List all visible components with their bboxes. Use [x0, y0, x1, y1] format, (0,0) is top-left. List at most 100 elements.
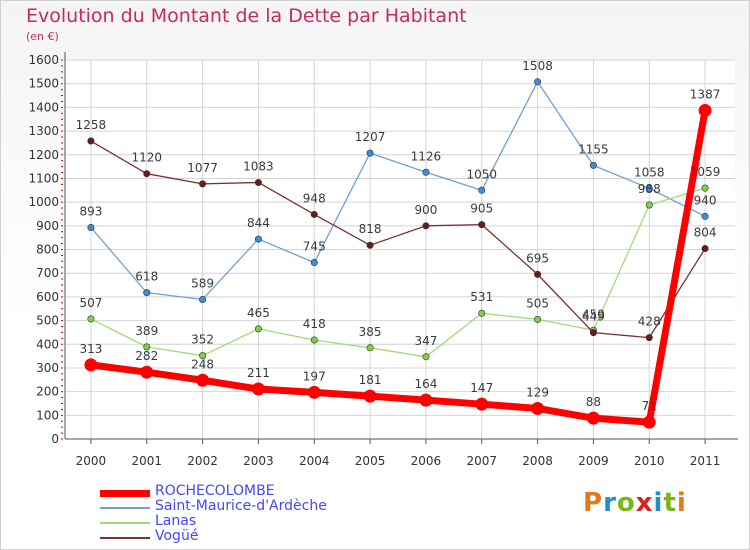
series-point-1 — [589, 161, 597, 169]
y-tick-label: 1200 — [28, 148, 59, 162]
series-point-3 — [534, 270, 542, 278]
data-label-0: 282 — [135, 349, 158, 363]
series-layer — [84, 78, 712, 429]
series-point-3 — [422, 222, 430, 230]
series-point-2 — [534, 315, 542, 323]
legend-label-0: ROCHECOLOMBE — [155, 483, 275, 499]
data-label-1: 1126 — [411, 149, 442, 163]
series-point-2 — [87, 315, 95, 323]
series-point-3 — [645, 334, 653, 342]
x-tick-label: 2009 — [578, 454, 609, 468]
x-tick-label: 2005 — [355, 454, 386, 468]
series-point-0 — [475, 397, 489, 411]
data-label-0: 129 — [526, 385, 549, 399]
y-tick-label: 0 — [51, 432, 59, 446]
y-tick-label: 400 — [36, 337, 59, 351]
x-tick-label: 2004 — [299, 454, 330, 468]
y-tick-label: 1400 — [28, 100, 59, 114]
series-point-2 — [478, 309, 486, 317]
series-point-2 — [422, 353, 430, 361]
data-label-1: 893 — [79, 204, 102, 218]
x-tick-label: 2010 — [634, 454, 665, 468]
data-label-1: 618 — [135, 270, 158, 284]
data-label-1: 1207 — [355, 130, 386, 144]
data-label-3: 804 — [694, 226, 717, 240]
data-label-3: 905 — [470, 202, 493, 216]
data-label-1: 1508 — [522, 59, 553, 73]
legend-swatch-0 — [100, 490, 150, 497]
proxiti-logo: Proxiti — [583, 488, 687, 518]
series-line-0 — [87, 106, 709, 426]
data-label-3: 695 — [526, 251, 549, 265]
series-point-0 — [698, 103, 712, 117]
data-label-0: 211 — [247, 366, 270, 380]
legend-label-3: Vogüé — [155, 528, 199, 544]
x-tick-label: 2003 — [243, 454, 274, 468]
logo-letter: r — [603, 488, 617, 518]
data-label-2: 531 — [470, 290, 493, 304]
series-point-1 — [422, 168, 430, 176]
series-point-0 — [84, 358, 98, 372]
series-line-2 — [90, 187, 706, 358]
data-label-0: 1387 — [690, 87, 721, 101]
data-label-3: 1258 — [76, 118, 107, 132]
data-label-2: 507 — [79, 296, 102, 310]
data-label-1: 940 — [694, 193, 717, 207]
x-tick-label: 2011 — [690, 454, 721, 468]
series-point-0 — [586, 411, 600, 425]
chart-title: Evolution du Montant de la Dette par Hab… — [26, 5, 467, 27]
data-label-2: 389 — [135, 324, 158, 338]
data-label-2: 505 — [526, 296, 549, 310]
data-label-1: 589 — [191, 276, 214, 290]
data-label-0: 313 — [79, 342, 102, 356]
data-label-3: 1120 — [131, 151, 162, 165]
series-point-0 — [419, 393, 433, 407]
chart-unit: (en €) — [26, 30, 59, 43]
data-label-0: 181 — [359, 373, 382, 387]
data-label-2: 459 — [582, 307, 605, 321]
logo-letter: i — [653, 488, 664, 518]
y-tick-label: 900 — [36, 219, 59, 233]
y-tick-label: 1500 — [28, 77, 59, 91]
series-point-3 — [478, 221, 486, 229]
x-tick-label: 2000 — [76, 454, 107, 468]
y-tick-label: 1600 — [28, 53, 59, 67]
data-label-3: 818 — [359, 222, 382, 236]
legend-label-1: Saint-Maurice-d'Ardèche — [155, 498, 327, 514]
data-label-0: 164 — [414, 377, 437, 391]
data-label-1: 844 — [247, 216, 270, 230]
data-label-2: 385 — [359, 325, 382, 339]
data-label-3: 428 — [638, 315, 661, 329]
y-tick-label: 100 — [36, 408, 59, 422]
series-point-1 — [87, 223, 95, 231]
x-tick-label: 2008 — [522, 454, 553, 468]
data-label-layer: 893 618 589 844 745 1207 1126 1050 1508 1155 1058 9… — [76, 59, 721, 413]
y-tick-label: 1000 — [28, 195, 59, 209]
data-label-1: 1050 — [466, 167, 497, 181]
series-point-2 — [645, 201, 653, 209]
logo-letter: P — [583, 488, 604, 518]
y-tick-label: 1300 — [28, 124, 59, 138]
series-point-1 — [478, 186, 486, 194]
series-point-0 — [307, 385, 321, 399]
x-tick-label: 2007 — [466, 454, 497, 468]
series-point-3 — [199, 180, 207, 188]
data-label-1: 745 — [303, 240, 326, 254]
series-point-2 — [254, 325, 262, 333]
data-label-0: 248 — [191, 357, 214, 371]
series-point-0 — [531, 401, 545, 415]
data-label-0: 88 — [586, 395, 601, 409]
series-line-1 — [90, 81, 706, 301]
series-point-0 — [140, 365, 154, 379]
logo-letter: t — [663, 488, 677, 518]
legend-swatch-1 — [100, 507, 150, 509]
data-label-3: 900 — [414, 203, 437, 217]
y-tick-label: 200 — [36, 385, 59, 399]
series-point-3 — [366, 241, 374, 249]
data-label-0: 147 — [470, 381, 493, 395]
y-tick-label: 700 — [36, 266, 59, 280]
data-label-0: 197 — [303, 369, 326, 383]
data-label-2: 465 — [247, 306, 270, 320]
series-point-1 — [254, 235, 262, 243]
series-point-1 — [143, 289, 151, 297]
